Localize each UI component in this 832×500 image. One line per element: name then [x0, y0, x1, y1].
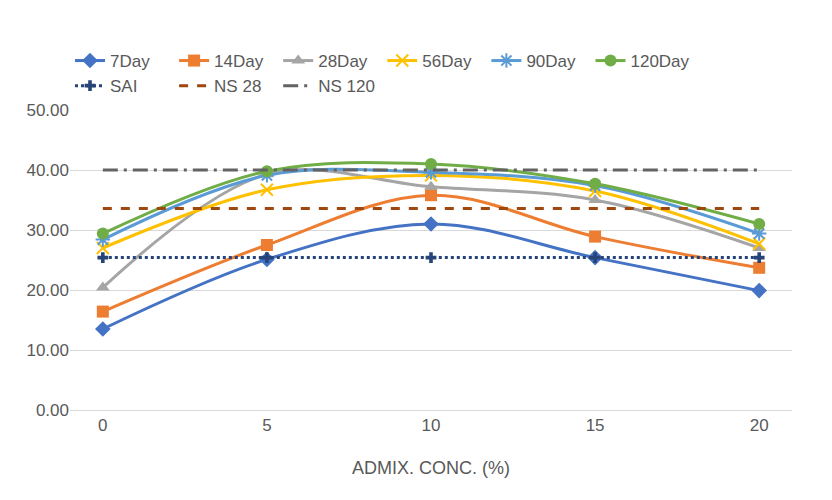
- svg-text:40.00: 40.00: [26, 161, 69, 180]
- svg-text:10: 10: [422, 416, 441, 435]
- svg-text:10.00: 10.00: [26, 341, 69, 360]
- svg-text:ADMIX. CONC. (%): ADMIX. CONC. (%): [352, 458, 510, 478]
- svg-text:20: 20: [750, 416, 769, 435]
- svg-text:5: 5: [262, 416, 271, 435]
- svg-text:NS 28: NS 28: [214, 77, 261, 96]
- svg-text:20.00: 20.00: [26, 281, 69, 300]
- svg-text:SAI: SAI: [110, 77, 137, 96]
- svg-text:120Day: 120Day: [630, 52, 689, 71]
- svg-text:NS 120: NS 120: [318, 77, 375, 96]
- svg-text:15: 15: [586, 416, 605, 435]
- svg-text:30.00: 30.00: [26, 221, 69, 240]
- svg-text:28Day: 28Day: [318, 52, 368, 71]
- svg-text:0.00: 0.00: [36, 401, 69, 420]
- svg-text:90Day: 90Day: [526, 52, 576, 71]
- svg-text:7Day: 7Day: [110, 52, 150, 71]
- svg-text:50.00: 50.00: [26, 101, 69, 120]
- svg-text:0: 0: [98, 416, 107, 435]
- svg-text:56Day: 56Day: [422, 52, 472, 71]
- svg-text:14Day: 14Day: [214, 52, 264, 71]
